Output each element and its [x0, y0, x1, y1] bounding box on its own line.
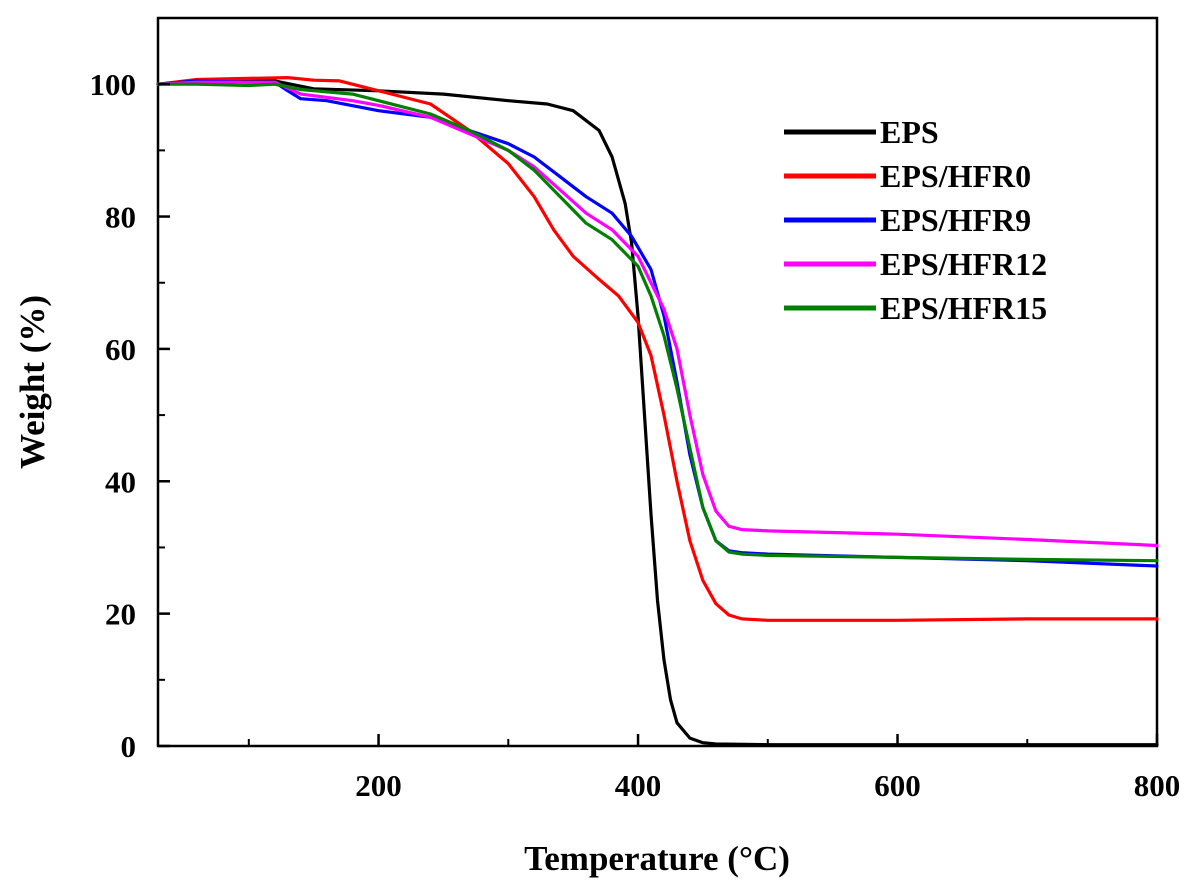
x-axis-ticks: 200 400 600 800 [247, 734, 1181, 803]
series-line-eps [156, 79, 1159, 747]
x-tick-label: 200 [355, 768, 402, 803]
y-tick-label: 80 [105, 200, 136, 235]
legend-item-eps: EPS [784, 114, 939, 150]
plot-frame [156, 16, 1159, 748]
legend: EPS EPS/HFR0 EPS/HFR9 EPS/HFR12 EPS/HFR15 [784, 114, 1047, 326]
y-tick-label: 100 [90, 67, 137, 102]
y-axis-ticks: 0 20 40 60 80 100 [90, 67, 170, 764]
x-tick-label: 400 [615, 768, 662, 803]
series-line-eps-hfr15 [156, 82, 1159, 563]
legend-label: EPS/HFR0 [880, 158, 1031, 194]
legend-label: EPS [880, 114, 939, 150]
data-curves [156, 76, 1159, 747]
legend-item-eps-hfr15: EPS/HFR15 [784, 290, 1047, 326]
y-axis-title: Weight (%) [13, 295, 52, 469]
legend-label: EPS/HFR15 [880, 290, 1047, 326]
x-tick-label: 600 [874, 768, 921, 803]
legend-item-eps-hfr12: EPS/HFR12 [784, 246, 1047, 282]
x-tick-label: 800 [1134, 768, 1181, 803]
legend-item-eps-hfr9: EPS/HFR9 [784, 202, 1031, 238]
series-line-eps-hfr12 [156, 80, 1159, 548]
y-tick-label: 60 [105, 332, 136, 367]
y-tick-label: 20 [105, 597, 136, 632]
plot-area: 200 400 600 800 0 20 40 60 80 100 [90, 16, 1181, 803]
y-tick-label: 0 [121, 729, 137, 764]
legend-label: EPS/HFR12 [880, 246, 1047, 282]
y-tick-label: 40 [105, 464, 136, 499]
legend-label: EPS/HFR9 [880, 202, 1031, 238]
legend-item-eps-hfr0: EPS/HFR0 [784, 158, 1031, 194]
series-line-eps-hfr0 [156, 76, 1159, 622]
x-axis-title: Temperature (°C) [524, 839, 790, 878]
